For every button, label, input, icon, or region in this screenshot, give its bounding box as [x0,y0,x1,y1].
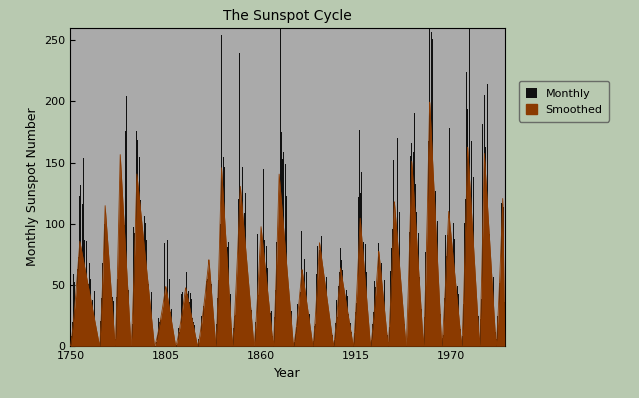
Title: The Sunspot Cycle: The Sunspot Cycle [223,8,352,23]
Legend: Monthly, Smoothed: Monthly, Smoothed [519,81,610,122]
X-axis label: Year: Year [274,367,301,380]
Y-axis label: Monthly Sunspot Number: Monthly Sunspot Number [26,108,39,266]
